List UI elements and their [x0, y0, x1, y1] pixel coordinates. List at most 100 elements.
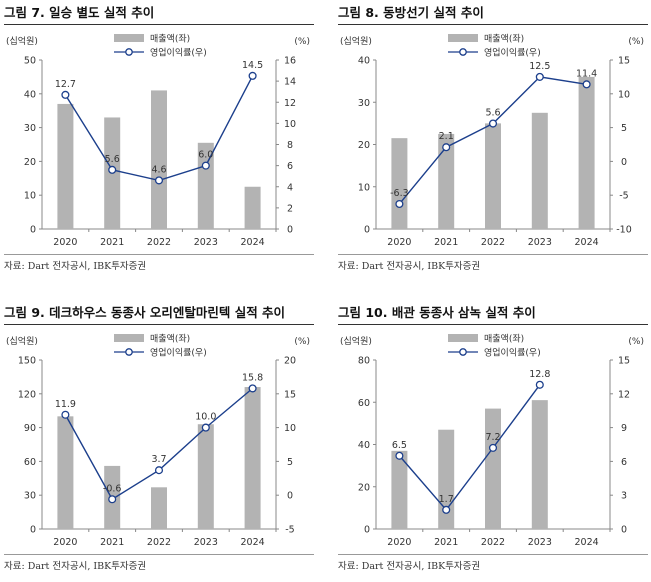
x-tick-label: 2021 [100, 237, 124, 248]
source-note: 자료: Dart 전자공시, IBK투자증권 [338, 561, 481, 572]
x-tick-label: 2023 [528, 237, 552, 248]
left-tick-label: 20 [358, 140, 370, 151]
left-tick-label: 0 [30, 525, 36, 536]
legend-bar-swatch [114, 34, 144, 42]
point-margin-2021 [442, 505, 451, 514]
source-rule [4, 554, 314, 555]
data-label-margin-2024: 11.4 [576, 68, 597, 79]
source-rule [338, 254, 648, 255]
legend-bar-swatch [114, 334, 144, 342]
line-operating-margin [64, 387, 254, 501]
chart-panel-3: 그림 9. 데크하우스 동종사 오리엔탈마린텍 실적 추이 (십억원) (%) 매출… [4, 302, 314, 582]
chart-4-svg: (십억원) (%) 매출액(좌) 영업이익률(우) 0 20 40 60 80 0 3 6 9 12 15 2… [340, 333, 644, 549]
right-tick-label: 4 [287, 182, 293, 193]
point-margin-2022 [154, 176, 164, 185]
bar-revenue-2020 [57, 416, 74, 529]
left-axis-unit: (십억원) [340, 35, 372, 47]
right-axis-unit: (%) [628, 37, 644, 47]
legend-label-revenue: 매출액(좌) [484, 333, 524, 345]
left-tick-label: 40 [358, 440, 370, 451]
title-rule [4, 324, 314, 325]
left-tick-label: 150 [18, 356, 36, 367]
point-margin-2022 [488, 119, 498, 128]
data-label-margin-2022: 5.6 [485, 108, 500, 119]
right-tick-label: 2 [287, 203, 293, 214]
point-margin-2023 [535, 72, 544, 81]
bar-revenue-2022 [151, 487, 167, 529]
right-tick-label: 0 [287, 225, 293, 236]
bar-revenue-2022 [151, 90, 167, 229]
legend-label-margin: 영업이익률(우) [150, 347, 207, 359]
bar-revenue-2023 [531, 400, 548, 529]
left-tick-label: 20 [24, 157, 36, 168]
right-tick-label: 3 [621, 491, 627, 502]
point-margin-2022 [154, 466, 164, 475]
title-rule [4, 24, 314, 25]
bar-revenue-2023 [531, 112, 548, 229]
legend-label-revenue: 매출액(좌) [484, 33, 524, 45]
point-margin-2023 [201, 423, 210, 432]
chart-title: 그림 7. 일승 별도 실적 추이 [4, 5, 155, 20]
bar-revenue-2022 [485, 123, 501, 229]
right-tick-label: 10 [618, 89, 630, 100]
data-label-margin-2021: -0.6 [103, 483, 122, 494]
source-note: 자료: Dart 전자공시, IBK투자증권 [4, 261, 147, 272]
x-tick-label: 2022 [481, 237, 505, 248]
right-tick-label: 15 [284, 389, 296, 400]
left-axis-unit: (십억원) [6, 335, 38, 347]
x-tick-label: 2020 [387, 537, 411, 548]
chart-title: 그림 8. 동방선기 실적 추이 [338, 5, 484, 20]
right-tick-label: 15 [618, 356, 630, 367]
data-label-margin-2024: 14.5 [242, 60, 263, 71]
left-tick-label: 120 [18, 389, 36, 400]
data-label-margin-2022: 3.7 [151, 454, 166, 465]
legend-label-revenue: 매출액(좌) [150, 333, 190, 345]
x-tick-label: 2024 [241, 537, 265, 548]
chart-3-svg: (십억원) (%) 매출액(좌) 영업이익률(우) 0 30 60 90 120 150 -5 0 5 1… [6, 333, 310, 549]
bar-revenue-2020 [57, 103, 74, 229]
bar-revenue-2021 [438, 429, 455, 529]
legend-label-margin: 영업이익률(우) [484, 347, 541, 359]
x-tick-label: 2020 [53, 237, 77, 248]
right-axis-unit: (%) [628, 337, 644, 347]
right-tick-label: 10 [284, 119, 296, 130]
point-margin-2024 [248, 384, 257, 393]
point-margin-2023 [201, 161, 210, 170]
right-tick-label: 20 [284, 356, 296, 367]
legend-label-margin: 영업이익률(우) [484, 47, 541, 59]
right-tick-label: -10 [616, 225, 632, 236]
x-tick-label: 2024 [241, 237, 265, 248]
x-tick-label: 2021 [434, 537, 458, 548]
data-label-margin-2022: 7.2 [485, 432, 500, 443]
right-tick-label: 12 [284, 98, 296, 109]
point-margin-2020 [395, 199, 404, 209]
legend-label-margin: 영업이익률(우) [150, 47, 207, 59]
bar-revenue-2023 [197, 424, 214, 529]
left-tick-label: 60 [358, 398, 370, 409]
left-tick-label: 40 [358, 56, 370, 67]
data-label-margin-2022: 4.6 [151, 164, 166, 175]
data-label-margin-2024: 15.8 [242, 372, 263, 383]
right-tick-label: 5 [287, 457, 293, 468]
left-tick-label: 10 [358, 182, 370, 193]
legend-marker-icon [459, 348, 467, 356]
right-tick-label: -5 [285, 525, 294, 536]
data-label-margin-2020: 12.7 [55, 79, 76, 90]
title-rule [338, 24, 648, 25]
x-tick-label: 2024 [575, 237, 599, 248]
data-label-margin-2023: 12.8 [529, 369, 550, 380]
line-operating-margin [398, 384, 541, 511]
chart-2-svg: (십억원) (%) 매출액(좌) 영업이익률(우) 0 10 20 30 40 -10 -5 0 5 10… [340, 33, 644, 249]
source-rule [338, 554, 648, 555]
bar-revenue-2024 [578, 76, 595, 230]
data-label-margin-2023: 12.5 [529, 61, 550, 72]
right-tick-label: 9 [621, 423, 627, 434]
right-axis-unit: (%) [294, 337, 310, 347]
left-tick-label: 40 [24, 89, 36, 100]
chart-panel-1: 그림 7. 일승 별도 실적 추이 (십억원) (%) 매출액(좌) 영업이익률(우)… [4, 2, 314, 282]
data-label-margin-2021: 5.6 [105, 154, 120, 165]
right-tick-label: 16 [284, 56, 296, 67]
left-tick-label: 30 [24, 491, 36, 502]
chart-title: 그림 9. 데크하우스 동종사 오리엔탈마린텍 실적 추이 [4, 305, 286, 320]
bar-revenue-2022 [485, 408, 501, 529]
